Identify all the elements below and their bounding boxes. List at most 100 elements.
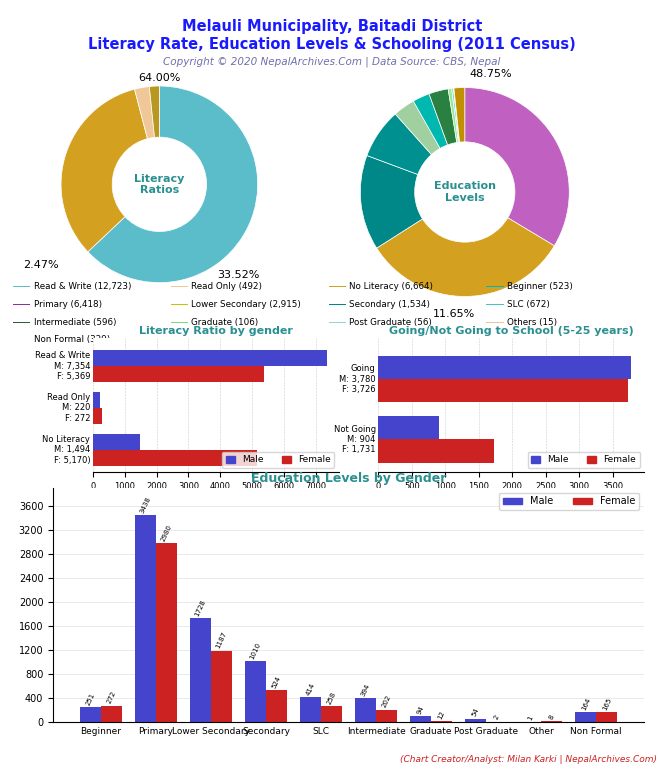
Text: 1: 1: [527, 714, 535, 721]
FancyBboxPatch shape: [13, 304, 31, 305]
Text: No Literacy (6,664): No Literacy (6,664): [349, 283, 434, 291]
Text: Read & Write (12,723): Read & Write (12,723): [34, 283, 131, 291]
Text: 394: 394: [360, 683, 371, 697]
Bar: [101, 706, 122, 722]
Text: 94: 94: [416, 705, 426, 715]
Text: 11.65%: 11.65%: [433, 310, 475, 319]
Bar: [93, 449, 258, 465]
Wedge shape: [465, 88, 569, 246]
Text: 3438: 3438: [139, 496, 152, 515]
Bar: [465, 719, 486, 722]
Text: 64.00%: 64.00%: [138, 73, 181, 83]
Wedge shape: [376, 218, 554, 296]
Title: Going/Not Going to School (5-25 years): Going/Not Going to School (5-25 years): [389, 326, 633, 336]
Bar: [355, 698, 376, 722]
Wedge shape: [367, 114, 432, 174]
Text: Secondary (1,534): Secondary (1,534): [349, 300, 430, 309]
Wedge shape: [61, 89, 147, 252]
Bar: [80, 707, 101, 722]
FancyBboxPatch shape: [329, 322, 346, 323]
Text: Melauli Municipality, Baitadi District: Melauli Municipality, Baitadi District: [182, 19, 482, 35]
Text: Copyright © 2020 NepalArchives.Com | Data Source: CBS, Nepal: Copyright © 2020 NepalArchives.Com | Dat…: [163, 56, 501, 67]
Wedge shape: [414, 94, 448, 148]
Wedge shape: [149, 86, 159, 137]
Bar: [321, 707, 342, 722]
Text: 164: 164: [580, 697, 592, 711]
Bar: [211, 650, 232, 722]
Title: Literacy Ratio by gender: Literacy Ratio by gender: [139, 326, 293, 336]
Bar: [596, 712, 618, 722]
Text: 48.75%: 48.75%: [469, 69, 512, 79]
Bar: [300, 697, 321, 722]
Bar: [378, 356, 631, 379]
Legend: Male, Female: Male, Female: [222, 452, 334, 468]
FancyBboxPatch shape: [13, 322, 31, 323]
Text: 272: 272: [106, 690, 117, 705]
Bar: [576, 712, 596, 722]
Text: Primary (6,418): Primary (6,418): [34, 300, 102, 309]
Text: 0.11%: 0.11%: [0, 767, 1, 768]
Bar: [93, 433, 141, 449]
Wedge shape: [454, 88, 459, 142]
Text: 251: 251: [85, 691, 96, 706]
Text: 165: 165: [601, 697, 612, 711]
Bar: [93, 366, 264, 382]
Text: 33.52%: 33.52%: [217, 270, 259, 280]
Bar: [93, 392, 100, 408]
Text: 12: 12: [437, 710, 446, 720]
FancyBboxPatch shape: [487, 286, 504, 287]
Wedge shape: [448, 88, 458, 143]
Text: 4.53%: 4.53%: [0, 767, 1, 768]
Bar: [266, 690, 287, 722]
Text: Lower Secondary (2,915): Lower Secondary (2,915): [191, 300, 301, 309]
Text: 1728: 1728: [194, 598, 207, 617]
Bar: [378, 379, 628, 402]
FancyBboxPatch shape: [171, 322, 189, 323]
Bar: [376, 710, 397, 722]
FancyBboxPatch shape: [13, 286, 31, 287]
FancyBboxPatch shape: [13, 339, 31, 340]
Text: Literacy
Ratios: Literacy Ratios: [134, 174, 185, 195]
Bar: [135, 515, 156, 722]
Text: 414: 414: [305, 682, 316, 696]
Wedge shape: [395, 101, 440, 154]
Text: 2.50%: 2.50%: [0, 767, 1, 768]
Legend: Male, Female: Male, Female: [499, 492, 639, 510]
Text: Read Only (492): Read Only (492): [191, 283, 262, 291]
Title: Education Levels by Gender: Education Levels by Gender: [251, 472, 446, 485]
Text: 8: 8: [548, 714, 555, 720]
Text: 1010: 1010: [249, 641, 262, 660]
Legend: Male, Female: Male, Female: [527, 452, 639, 468]
Text: Graduate (106): Graduate (106): [191, 318, 259, 326]
Text: Post Graduate (56): Post Graduate (56): [349, 318, 432, 326]
Text: 54: 54: [471, 707, 480, 718]
Text: 5.10%: 5.10%: [0, 767, 1, 768]
Text: 2980: 2980: [160, 523, 173, 542]
FancyBboxPatch shape: [329, 286, 346, 287]
Text: Intermediate (596): Intermediate (596): [34, 318, 116, 326]
Wedge shape: [135, 87, 155, 139]
Text: 2: 2: [493, 714, 500, 721]
Text: (Chart Creator/Analyst: Milan Karki | NepalArchives.Com): (Chart Creator/Analyst: Milan Karki | Ne…: [400, 755, 657, 764]
FancyBboxPatch shape: [171, 304, 189, 305]
Text: Literacy Rate, Education Levels & Schooling (2011 Census): Literacy Rate, Education Levels & School…: [88, 37, 576, 52]
Wedge shape: [361, 155, 422, 248]
Text: 1187: 1187: [215, 631, 228, 650]
Text: 202: 202: [381, 694, 392, 709]
Bar: [93, 408, 102, 424]
Bar: [245, 661, 266, 722]
Bar: [93, 350, 327, 366]
FancyBboxPatch shape: [171, 286, 189, 287]
Text: Non Formal (329): Non Formal (329): [34, 336, 110, 345]
Text: Others (15): Others (15): [507, 318, 557, 326]
Wedge shape: [452, 88, 459, 142]
Wedge shape: [429, 89, 457, 145]
Text: Beginner (523): Beginner (523): [507, 283, 573, 291]
Text: 22.14%: 22.14%: [0, 767, 1, 768]
Text: 2.47%: 2.47%: [24, 260, 59, 270]
Bar: [378, 416, 439, 439]
Text: Education
Levels: Education Levels: [434, 181, 496, 203]
Bar: [190, 618, 211, 722]
FancyBboxPatch shape: [487, 304, 504, 305]
Text: 0.43%: 0.43%: [0, 767, 1, 768]
